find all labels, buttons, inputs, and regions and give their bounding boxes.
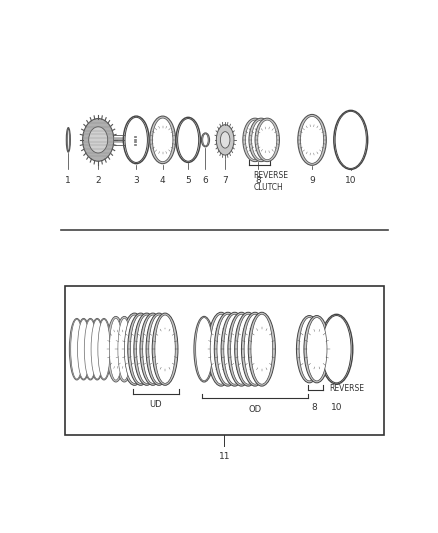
Ellipse shape [146, 313, 172, 385]
Text: 4: 4 [160, 175, 166, 184]
Ellipse shape [244, 314, 266, 384]
Text: 10: 10 [345, 175, 357, 184]
Ellipse shape [128, 313, 154, 385]
Ellipse shape [124, 315, 145, 383]
Text: 3: 3 [133, 175, 139, 184]
Ellipse shape [90, 318, 105, 380]
Ellipse shape [149, 315, 169, 383]
Ellipse shape [230, 314, 252, 384]
Ellipse shape [299, 318, 319, 381]
Ellipse shape [221, 312, 248, 386]
Ellipse shape [150, 116, 176, 164]
Ellipse shape [152, 313, 178, 385]
Ellipse shape [235, 312, 262, 386]
Ellipse shape [208, 312, 235, 386]
Ellipse shape [255, 118, 279, 161]
Text: 9: 9 [309, 175, 315, 184]
Text: OD: OD [248, 405, 261, 414]
Ellipse shape [124, 116, 149, 164]
Text: 1: 1 [65, 175, 71, 184]
Ellipse shape [258, 120, 277, 160]
Ellipse shape [214, 312, 241, 386]
Ellipse shape [203, 134, 208, 146]
Ellipse shape [83, 118, 114, 161]
Ellipse shape [91, 319, 103, 379]
Ellipse shape [76, 318, 91, 380]
Ellipse shape [67, 128, 69, 151]
Ellipse shape [196, 318, 212, 381]
Ellipse shape [140, 313, 166, 385]
Ellipse shape [155, 315, 175, 383]
Ellipse shape [84, 319, 96, 379]
Ellipse shape [228, 312, 255, 386]
Ellipse shape [251, 120, 271, 160]
Ellipse shape [241, 312, 268, 386]
Ellipse shape [71, 319, 83, 379]
Ellipse shape [176, 117, 200, 163]
Ellipse shape [125, 117, 148, 163]
Text: 2: 2 [95, 175, 101, 184]
Ellipse shape [122, 313, 148, 385]
Ellipse shape [320, 314, 353, 384]
Text: 7: 7 [222, 175, 228, 184]
Ellipse shape [298, 115, 326, 165]
Ellipse shape [131, 315, 151, 383]
Ellipse shape [134, 313, 159, 385]
Text: 8: 8 [311, 402, 317, 411]
Text: 11: 11 [219, 452, 230, 461]
Ellipse shape [96, 318, 111, 380]
Text: REVERSE
CLUTCH: REVERSE CLUTCH [253, 172, 288, 191]
Ellipse shape [88, 127, 108, 153]
Ellipse shape [217, 314, 239, 384]
Ellipse shape [115, 317, 134, 382]
Ellipse shape [251, 314, 273, 384]
Text: UD: UD [150, 400, 162, 409]
Ellipse shape [216, 125, 234, 155]
Text: REVERSE: REVERSE [330, 384, 365, 393]
Ellipse shape [83, 318, 98, 380]
Ellipse shape [243, 118, 267, 161]
Ellipse shape [249, 118, 273, 161]
Ellipse shape [334, 110, 368, 169]
Ellipse shape [98, 319, 110, 379]
Text: 10: 10 [332, 402, 343, 411]
Ellipse shape [78, 319, 90, 379]
Ellipse shape [246, 120, 265, 160]
Ellipse shape [210, 314, 232, 384]
Ellipse shape [322, 316, 351, 383]
Ellipse shape [178, 118, 199, 161]
Ellipse shape [300, 116, 324, 163]
Ellipse shape [118, 318, 131, 380]
Ellipse shape [107, 317, 125, 382]
Ellipse shape [297, 316, 322, 383]
Ellipse shape [137, 315, 157, 383]
Ellipse shape [307, 318, 327, 381]
Ellipse shape [335, 111, 366, 168]
Ellipse shape [220, 132, 230, 148]
Ellipse shape [69, 318, 84, 380]
Text: 5: 5 [185, 175, 191, 184]
Ellipse shape [304, 316, 330, 383]
Ellipse shape [237, 314, 259, 384]
Ellipse shape [248, 312, 276, 386]
Ellipse shape [201, 133, 209, 147]
Ellipse shape [110, 318, 122, 380]
Ellipse shape [143, 315, 163, 383]
Ellipse shape [152, 118, 173, 161]
Text: 6: 6 [203, 175, 208, 184]
Ellipse shape [224, 314, 246, 384]
Text: 8: 8 [255, 175, 261, 184]
Ellipse shape [194, 317, 214, 382]
Ellipse shape [66, 127, 71, 152]
